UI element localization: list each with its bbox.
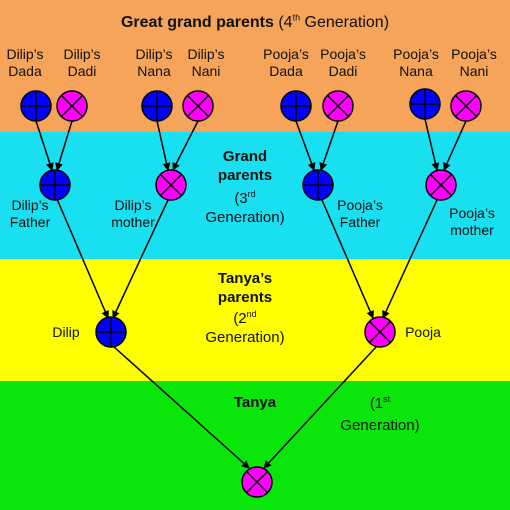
- arrow-dilips-nani-to-mother: [172, 120, 199, 171]
- label-poojas-dada: Pooja’s Dada: [263, 46, 309, 79]
- arrow-poojas-mother-to-pooja: [382, 199, 438, 319]
- label-pooja: Pooja: [405, 324, 441, 340]
- gen4-title: Great grand parents (4th Generation): [120, 12, 390, 31]
- label-dilips-nani: Dilip’s Nani: [187, 46, 225, 79]
- male-symbol-poojas-nana: [409, 88, 441, 120]
- male-symbol-dilips-dada: [20, 90, 52, 122]
- arrow-poojas-nani-to-mother: [443, 120, 467, 171]
- male-symbol-poojas-father: [302, 169, 334, 201]
- label-dilips-father: Dilip’s Father: [9, 197, 51, 230]
- female-symbol-dilips-dadi: [56, 90, 88, 122]
- gen3-heading: Grand parents (3rd Generation): [205, 148, 285, 226]
- female-symbol-poojas-mother: [425, 169, 457, 201]
- label-dilips-mother: Dilip’s mother: [111, 197, 155, 230]
- label-poojas-nana: Pooja’s Nana: [393, 46, 439, 79]
- female-symbol-dilips-nani: [182, 90, 214, 122]
- arrow-dilips-dada-to-father: [35, 120, 54, 171]
- tanya-label: Tanya: [233, 394, 277, 411]
- female-symbol-poojas-nani: [450, 90, 482, 122]
- male-symbol-dilips-father: [39, 169, 71, 201]
- arrow-dilip-to-tanya: [112, 345, 250, 469]
- label-poojas-mother: Pooja’s mother: [449, 205, 495, 238]
- female-symbol-tanya: [241, 466, 273, 498]
- gen2-heading: Tanya’s parents (2nd Generation): [205, 270, 285, 346]
- label-poojas-dadi: Pooja’s Dadi: [320, 46, 366, 79]
- arrow-dilips-dadi-to-father: [55, 120, 73, 171]
- label-poojas-father: Pooja’s Father: [337, 197, 383, 230]
- arrow-poojas-father-to-pooja: [321, 199, 374, 319]
- label-dilips-nana: Dilip’s Nana: [135, 46, 173, 79]
- arrow-poojas-dada-to-father: [295, 120, 316, 171]
- arrow-dilips-nana-to-mother: [156, 120, 171, 171]
- arrow-dilips-father-to-dilip: [56, 198, 109, 319]
- female-symbol-dilips-mother: [155, 169, 187, 201]
- female-symbol-pooja: [364, 316, 396, 348]
- arrow-pooja-to-tanya: [263, 345, 378, 469]
- arrow-poojas-dadi-to-father: [319, 120, 339, 171]
- male-symbol-poojas-dada: [280, 90, 312, 122]
- label-poojas-nani: Pooja’s Nani: [451, 46, 497, 79]
- label-dilip: Dilip: [52, 324, 80, 340]
- male-symbol-dilips-nana: [141, 90, 173, 122]
- gen1-heading: (1st Generation): [340, 394, 420, 435]
- label-dilips-dada: Dilip’s Dada: [6, 46, 44, 79]
- arrow-poojas-nana-to-mother: [424, 118, 440, 171]
- band-parents: [0, 259, 510, 381]
- arrow-dilips-mother-to-dilip: [112, 199, 169, 319]
- label-dilips-dadi: Dilip’s Dadi: [63, 46, 101, 79]
- female-symbol-poojas-dadi: [322, 90, 354, 122]
- male-symbol-dilip: [95, 316, 127, 348]
- band-grandparents: [0, 132, 510, 259]
